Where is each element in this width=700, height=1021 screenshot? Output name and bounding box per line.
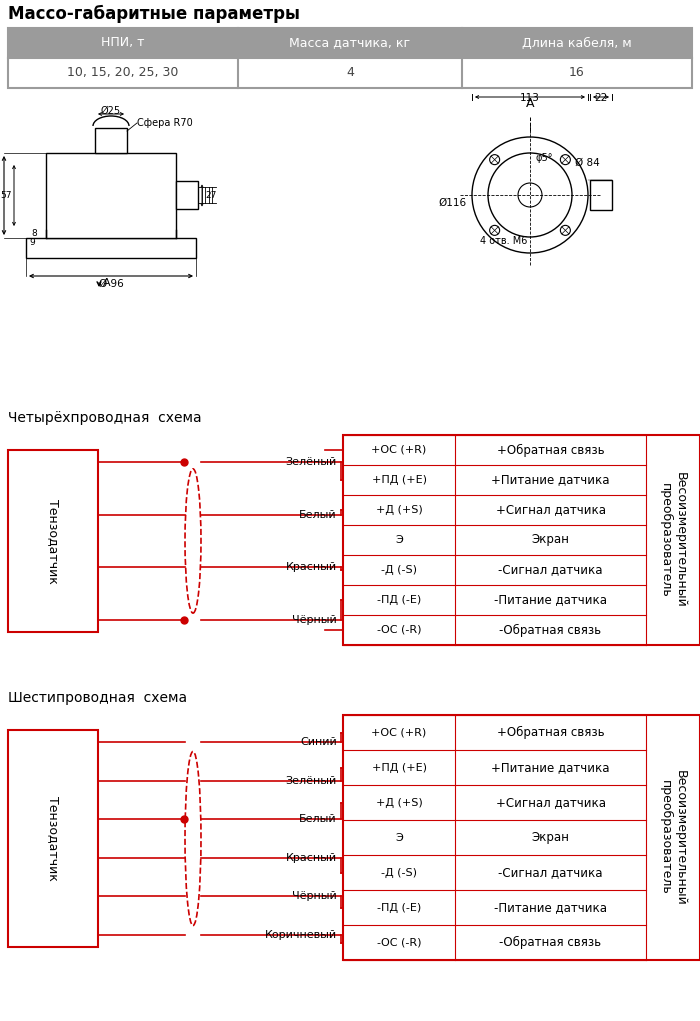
Text: Э: Э bbox=[395, 535, 403, 545]
Text: Красный: Красный bbox=[286, 853, 337, 863]
Ellipse shape bbox=[185, 469, 201, 614]
Bar bbox=[238, 28, 462, 58]
Text: +Д (+S): +Д (+S) bbox=[376, 505, 422, 515]
Text: +ОС (+R): +ОС (+R) bbox=[372, 445, 427, 455]
Text: Э: Э bbox=[395, 832, 403, 842]
Text: -Питание датчика: -Питание датчика bbox=[494, 593, 607, 606]
Text: +Сигнал датчика: +Сигнал датчика bbox=[496, 503, 606, 517]
Text: -ПД (-Е): -ПД (-Е) bbox=[377, 903, 421, 913]
Bar bbox=[95, 128, 127, 153]
Text: 75: 75 bbox=[0, 191, 1, 200]
Text: 4 отв. М6: 4 отв. М6 bbox=[480, 236, 527, 246]
Text: -Питание датчика: -Питание датчика bbox=[494, 901, 607, 914]
Text: НПИ, т: НПИ, т bbox=[102, 37, 145, 49]
Text: +ПД (+Е): +ПД (+Е) bbox=[372, 475, 426, 485]
Text: Чёрный: Чёрный bbox=[293, 615, 337, 625]
Text: -Сигнал датчика: -Сигнал датчика bbox=[498, 564, 603, 577]
Text: Масса датчика, кг: Масса датчика, кг bbox=[289, 37, 411, 49]
Text: Весоизмерительный
преобразователь: Весоизмерительный преобразователь bbox=[659, 472, 687, 607]
Text: Экран: Экран bbox=[531, 831, 570, 844]
Text: -ОС (-R): -ОС (-R) bbox=[377, 625, 421, 635]
Circle shape bbox=[488, 153, 572, 237]
Bar bbox=[343, 435, 700, 645]
Text: Синий: Синий bbox=[300, 737, 337, 747]
Text: 4: 4 bbox=[346, 66, 354, 80]
Text: Тензодатчик: Тензодатчик bbox=[46, 796, 60, 881]
Circle shape bbox=[518, 183, 542, 207]
Bar bbox=[8, 28, 238, 58]
Ellipse shape bbox=[185, 751, 201, 925]
Text: Зелёный: Зелёный bbox=[286, 457, 337, 467]
Text: +ПД (+Е): +ПД (+Е) bbox=[372, 763, 426, 773]
Text: +Обратная связь: +Обратная связь bbox=[497, 443, 604, 456]
Text: Белый: Белый bbox=[300, 509, 337, 520]
Text: А: А bbox=[526, 97, 534, 110]
Circle shape bbox=[561, 226, 570, 236]
Bar bbox=[46, 153, 176, 238]
Text: 9: 9 bbox=[29, 239, 35, 247]
Bar bbox=[8, 730, 98, 947]
Text: 16: 16 bbox=[569, 66, 585, 80]
Text: Шестипроводная  схема: Шестипроводная схема bbox=[8, 691, 187, 704]
Text: +Сигнал датчика: +Сигнал датчика bbox=[496, 796, 606, 809]
Bar bbox=[26, 238, 196, 258]
Text: 10, 15, 20, 25, 30: 10, 15, 20, 25, 30 bbox=[67, 66, 178, 80]
Text: Массо-габаритные параметры: Массо-габаритные параметры bbox=[8, 5, 300, 23]
Text: Ø116: Ø116 bbox=[439, 198, 467, 208]
Text: Ø 84: Ø 84 bbox=[575, 158, 600, 168]
Text: -Обратная связь: -Обратная связь bbox=[500, 936, 601, 950]
Text: -ОС (-R): -ОС (-R) bbox=[377, 937, 421, 947]
Bar bbox=[8, 450, 98, 632]
Circle shape bbox=[489, 154, 500, 164]
Text: Красный: Красный bbox=[286, 563, 337, 573]
Text: Ø25: Ø25 bbox=[101, 106, 121, 116]
Text: Весоизмерительный
преобразователь: Весоизмерительный преобразователь bbox=[659, 770, 687, 906]
Bar bbox=[8, 28, 692, 88]
Text: Длина кабеля, м: Длина кабеля, м bbox=[522, 37, 632, 49]
Text: A: A bbox=[103, 278, 111, 288]
Text: Сфера R70: Сфера R70 bbox=[137, 118, 193, 128]
Text: +Д (+S): +Д (+S) bbox=[376, 797, 422, 808]
Text: Чёрный: Чёрный bbox=[293, 891, 337, 902]
Text: Четырёхпроводная  схема: Четырёхпроводная схема bbox=[8, 411, 202, 425]
Text: +Питание датчика: +Питание датчика bbox=[491, 474, 610, 486]
Bar bbox=[462, 28, 692, 58]
Text: +ОС (+R): +ОС (+R) bbox=[372, 728, 427, 737]
Text: Ø 96: Ø 96 bbox=[99, 279, 123, 289]
Text: φ5°: φ5° bbox=[535, 153, 552, 163]
Bar bbox=[176, 182, 198, 209]
Text: -Сигнал датчика: -Сигнал датчика bbox=[498, 866, 603, 879]
Text: Коричневый: Коричневый bbox=[265, 930, 337, 940]
Circle shape bbox=[472, 137, 588, 253]
Text: 57: 57 bbox=[1, 191, 12, 200]
Text: 113: 113 bbox=[520, 93, 540, 103]
Text: -Обратная связь: -Обратная связь bbox=[500, 624, 601, 636]
Text: Экран: Экран bbox=[531, 534, 570, 546]
Text: -Д (-S): -Д (-S) bbox=[381, 868, 417, 877]
Text: 8: 8 bbox=[31, 230, 37, 239]
Text: Зелёный: Зелёный bbox=[286, 776, 337, 785]
Text: 22: 22 bbox=[594, 93, 608, 103]
Text: Тензодатчик: Тензодатчик bbox=[46, 498, 60, 583]
Text: -ПД (-Е): -ПД (-Е) bbox=[377, 595, 421, 605]
Bar bbox=[590, 180, 612, 210]
Text: +Обратная связь: +Обратная связь bbox=[497, 726, 604, 739]
Bar bbox=[343, 715, 700, 960]
Circle shape bbox=[489, 226, 500, 236]
Text: Белый: Белый bbox=[300, 814, 337, 824]
Text: +Питание датчика: +Питание датчика bbox=[491, 761, 610, 774]
Circle shape bbox=[561, 154, 570, 164]
Text: -Д (-S): -Д (-S) bbox=[381, 565, 417, 575]
Text: 27: 27 bbox=[205, 191, 216, 200]
